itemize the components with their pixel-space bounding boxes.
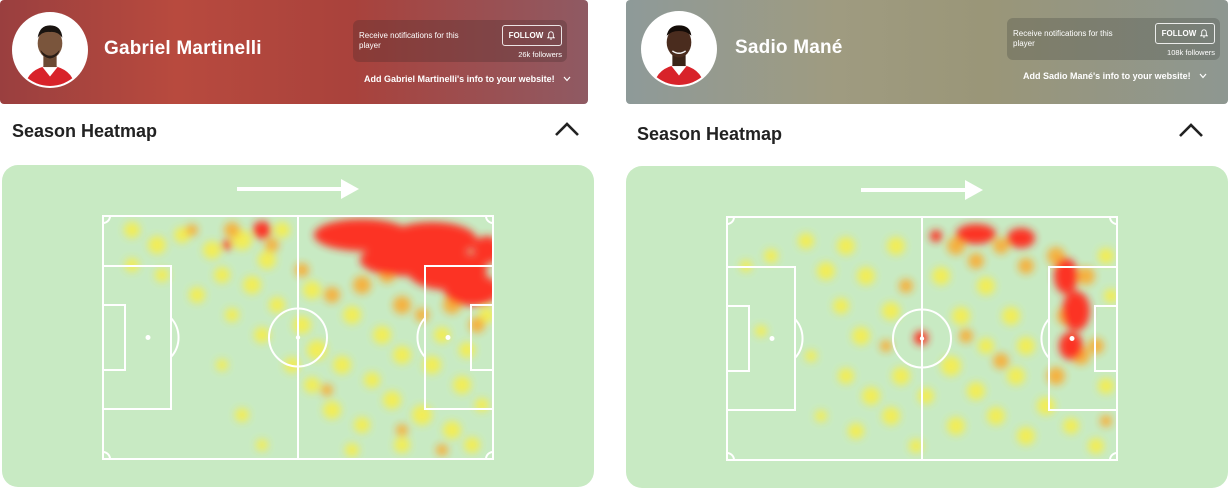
- arrow-right-icon: [237, 179, 359, 199]
- follow-label: FOLLOW: [508, 31, 544, 40]
- heatmap-pitch: [726, 216, 1118, 461]
- notification-box: Receive notifications for this player FO…: [1007, 18, 1220, 60]
- followers-count: 26k followers: [518, 50, 562, 59]
- collapse-button[interactable]: [1178, 121, 1204, 139]
- heatmap-card: [2, 165, 594, 487]
- arrow-right-icon: [861, 180, 983, 200]
- add-info-link[interactable]: Add Sadio Mané's info to your website!: [1023, 71, 1207, 81]
- bell-icon: [1200, 29, 1209, 38]
- add-info-link[interactable]: Add Gabriel Martinelli's info to your we…: [364, 74, 571, 84]
- add-info-text: Add Gabriel Martinelli's info to your we…: [364, 74, 555, 84]
- player-panel-mane: Sadio Mané Receive notifications for thi…: [626, 0, 1228, 488]
- section-title: Season Heatmap: [12, 121, 158, 141]
- player-name: Sadio Mané: [735, 37, 843, 58]
- follow-button[interactable]: FOLLOW: [502, 25, 562, 46]
- heatmap-pitch: [102, 215, 494, 460]
- collapse-button[interactable]: [554, 120, 580, 138]
- avatar[interactable]: [641, 11, 717, 87]
- followers-count: 108k followers: [1167, 48, 1215, 57]
- player-panel-martinelli: Gabriel Martinelli Receive notifications…: [0, 0, 596, 488]
- chevron-down-icon: [563, 76, 571, 82]
- chevron-down-icon: [1199, 73, 1207, 79]
- heatmap-card: [626, 166, 1228, 488]
- player-header: Gabriel Martinelli Receive notifications…: [0, 0, 588, 104]
- player-name: Gabriel Martinelli: [104, 38, 262, 59]
- avatar[interactable]: [12, 12, 88, 88]
- add-info-text: Add Sadio Mané's info to your website!: [1023, 71, 1191, 81]
- chevron-up-icon: [1179, 123, 1203, 137]
- bell-icon: [547, 31, 556, 40]
- notification-box: Receive notifications for this player FO…: [353, 20, 567, 62]
- player-header: Sadio Mané Receive notifications for thi…: [626, 0, 1228, 104]
- notify-text: Receive notifications for this player: [359, 31, 459, 50]
- notify-text: Receive notifications for this player: [1013, 29, 1113, 48]
- follow-label: FOLLOW: [1161, 29, 1197, 38]
- section-title: Season Heatmap: [637, 124, 783, 144]
- follow-button[interactable]: FOLLOW: [1155, 23, 1215, 44]
- chevron-up-icon: [555, 122, 579, 136]
